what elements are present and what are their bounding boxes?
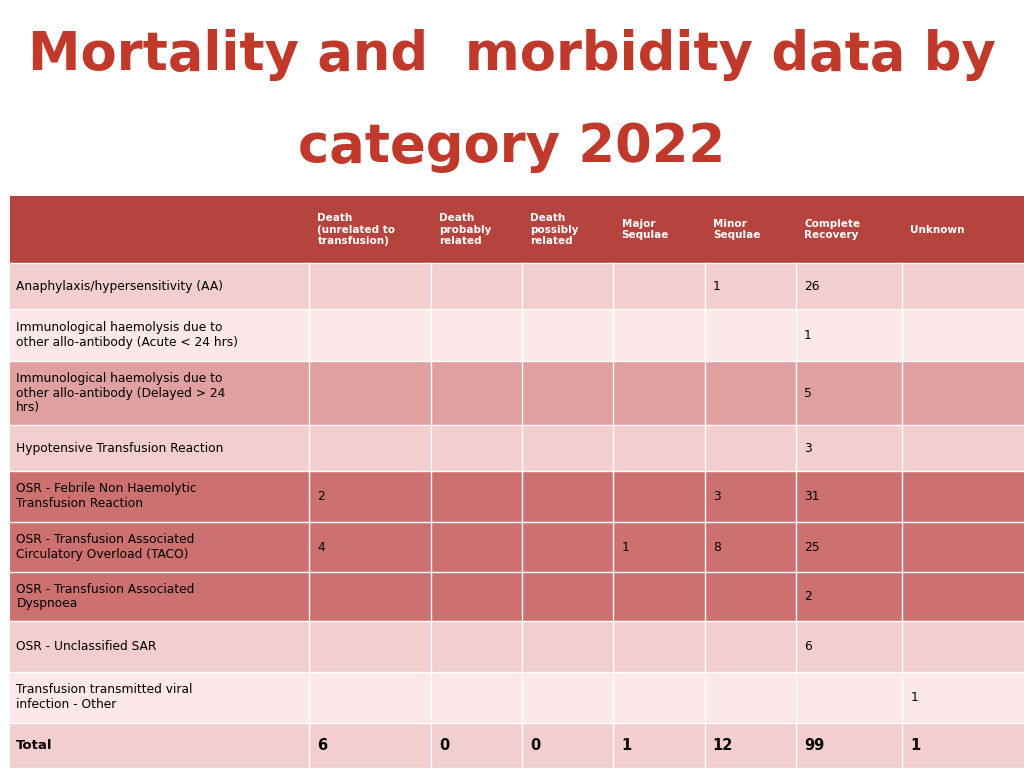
Text: 1: 1 bbox=[713, 280, 721, 293]
Bar bbox=[10, 309, 1024, 362]
Text: Hypotensive Transfusion Reaction: Hypotensive Transfusion Reaction bbox=[16, 442, 223, 455]
Text: 3: 3 bbox=[713, 490, 721, 502]
Text: 2: 2 bbox=[317, 490, 326, 502]
Text: OSR - Febrile Non Haemolytic
Transfusion Reaction: OSR - Febrile Non Haemolytic Transfusion… bbox=[16, 482, 197, 510]
Text: 5: 5 bbox=[804, 387, 812, 400]
Bar bbox=[10, 425, 1024, 471]
Text: Death
probably
related: Death probably related bbox=[439, 213, 492, 247]
Text: 31: 31 bbox=[804, 490, 819, 502]
Text: 25: 25 bbox=[804, 541, 819, 554]
Text: Mortality and  morbidity data by: Mortality and morbidity data by bbox=[28, 29, 996, 81]
Text: 12: 12 bbox=[713, 738, 733, 753]
Text: Total: Total bbox=[16, 739, 53, 752]
Text: 2: 2 bbox=[804, 590, 812, 603]
Text: Major
Sequlae: Major Sequlae bbox=[622, 219, 669, 240]
Text: 0: 0 bbox=[530, 738, 541, 753]
Bar bbox=[10, 621, 1024, 672]
Text: 6: 6 bbox=[317, 738, 328, 753]
Bar bbox=[10, 471, 1024, 521]
Bar bbox=[10, 723, 1024, 768]
Bar bbox=[10, 521, 1024, 572]
Text: 8: 8 bbox=[713, 541, 721, 554]
Text: 99: 99 bbox=[804, 738, 824, 753]
Text: Death
possibly
related: Death possibly related bbox=[530, 213, 579, 247]
Text: Immunological haemolysis due to
other allo-antibody (Delayed > 24
hrs): Immunological haemolysis due to other al… bbox=[16, 372, 225, 415]
Text: 3: 3 bbox=[804, 442, 812, 455]
Bar bbox=[10, 572, 1024, 621]
Text: 26: 26 bbox=[804, 280, 819, 293]
Text: Death
(unrelated to
transfusion): Death (unrelated to transfusion) bbox=[317, 213, 395, 247]
Text: Transfusion transmitted viral
infection - Other: Transfusion transmitted viral infection … bbox=[16, 684, 193, 711]
Text: Unknown: Unknown bbox=[910, 224, 965, 234]
Bar bbox=[10, 672, 1024, 723]
Text: 1: 1 bbox=[910, 690, 919, 703]
Text: 6: 6 bbox=[804, 640, 812, 653]
Bar bbox=[10, 196, 1024, 263]
Text: OSR - Unclassified SAR: OSR - Unclassified SAR bbox=[16, 640, 157, 653]
Text: 0: 0 bbox=[439, 738, 450, 753]
Text: 1: 1 bbox=[804, 329, 812, 342]
Bar bbox=[10, 263, 1024, 309]
Text: 1: 1 bbox=[622, 738, 632, 753]
Text: OSR - Transfusion Associated
Dyspnoea: OSR - Transfusion Associated Dyspnoea bbox=[16, 583, 195, 611]
Text: Complete
Recovery: Complete Recovery bbox=[804, 219, 860, 240]
Text: 4: 4 bbox=[317, 541, 326, 554]
Bar bbox=[10, 362, 1024, 425]
Text: 1: 1 bbox=[910, 738, 921, 753]
Text: Minor
Sequlae: Minor Sequlae bbox=[713, 219, 760, 240]
Text: 1: 1 bbox=[622, 541, 630, 554]
Text: category 2022: category 2022 bbox=[298, 121, 726, 173]
Text: Immunological haemolysis due to
other allo-antibody (Acute < 24 hrs): Immunological haemolysis due to other al… bbox=[16, 321, 239, 349]
Text: Anaphylaxis/hypersensitivity (AA): Anaphylaxis/hypersensitivity (AA) bbox=[16, 280, 223, 293]
Text: OSR - Transfusion Associated
Circulatory Overload (TACO): OSR - Transfusion Associated Circulatory… bbox=[16, 533, 195, 561]
